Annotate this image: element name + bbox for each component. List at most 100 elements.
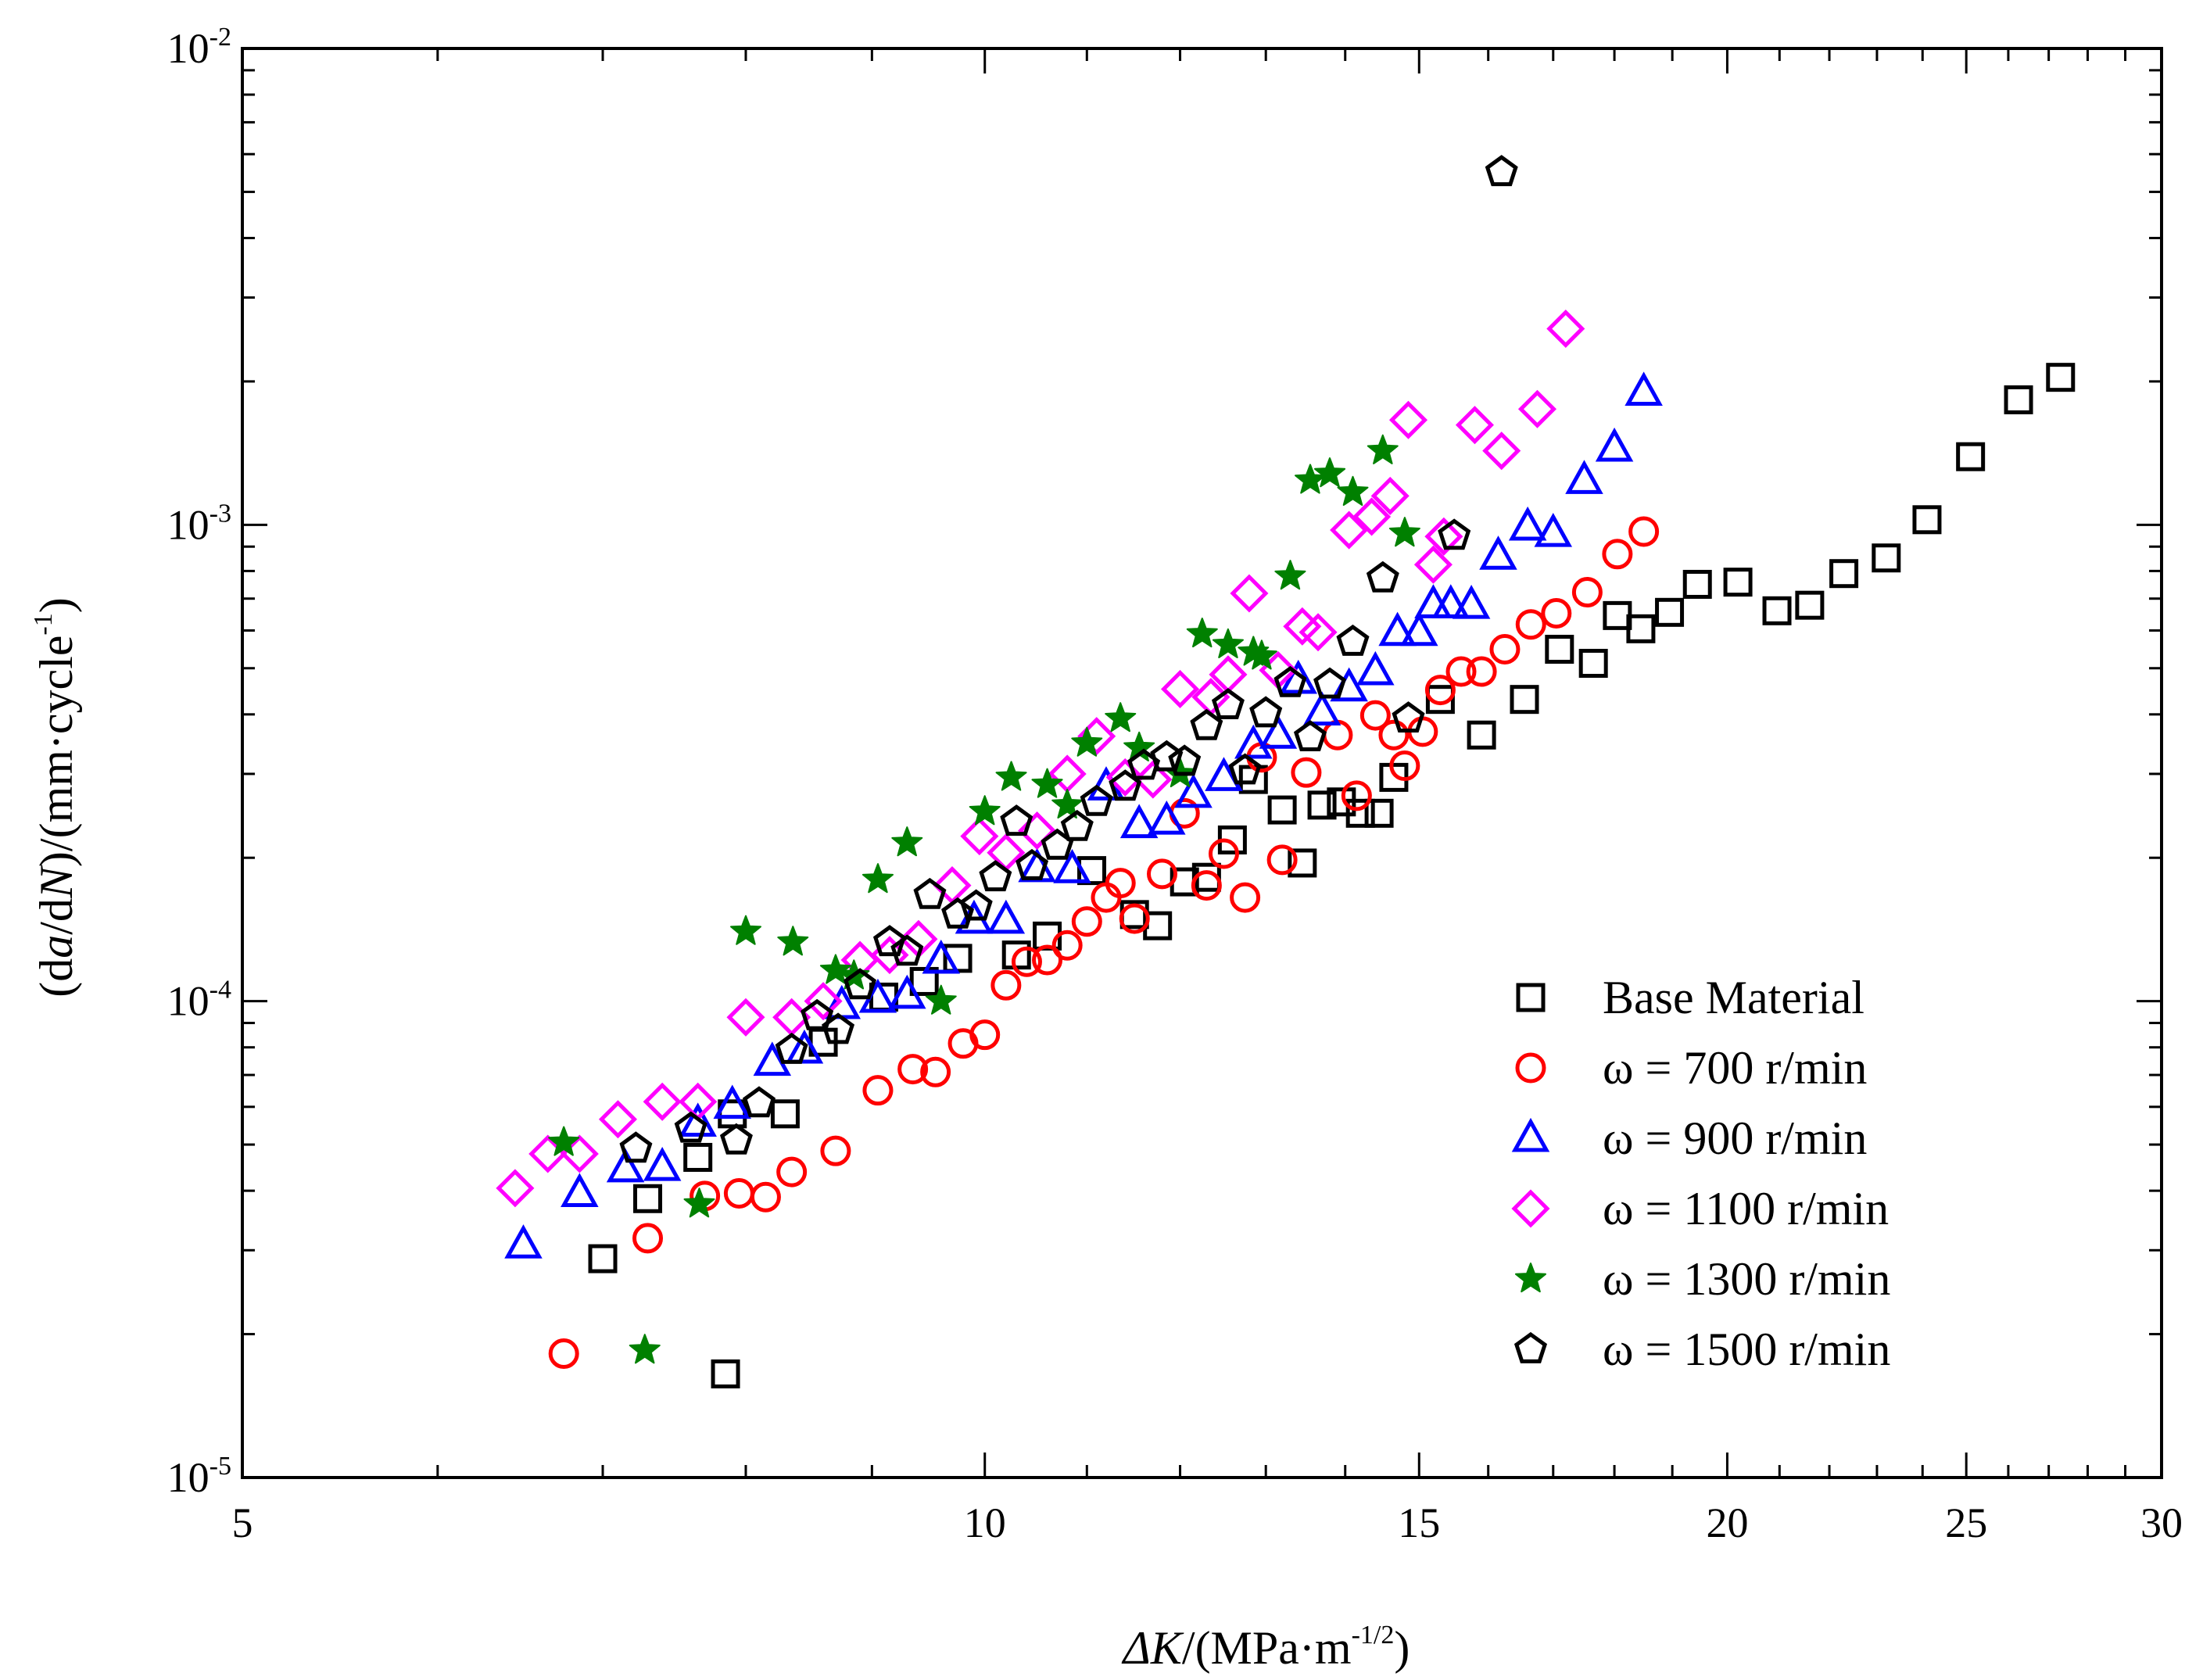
data-point-star [730, 915, 761, 945]
data-point-star [1388, 517, 1420, 547]
data-point-circle [1071, 906, 1102, 937]
y-tick-label: 10-2 [167, 23, 231, 72]
x-axis-title-exponent: -1/2 [1352, 1621, 1395, 1650]
legend-marker-triangle [1511, 1117, 1550, 1152]
data-point-circle [1011, 946, 1042, 977]
data-point-diamond [1352, 497, 1392, 536]
y-tick-label: 10-4 [167, 976, 231, 1025]
data-point-triangle [1565, 460, 1603, 494]
series-triangle [504, 371, 1663, 1259]
legend-label: ω = 900 r/min [1603, 1112, 1867, 1164]
data-point-star [629, 1334, 661, 1364]
data-point-diamond [1482, 432, 1521, 471]
data-point-circle [1291, 757, 1322, 788]
data-point-diamond [1370, 476, 1410, 515]
data-point-triangle [679, 1102, 717, 1137]
x-tick-label: 10 [964, 1499, 1006, 1546]
data-point-pentagon [1000, 804, 1033, 836]
y-tick-label: 10-3 [167, 499, 231, 548]
y-axis-title-a: a [30, 935, 82, 958]
data-point-pentagon [844, 968, 877, 1000]
data-point-star [1274, 560, 1306, 590]
legend-marker-pentagon [1513, 1331, 1548, 1363]
data-point-diamond [496, 1169, 535, 1208]
tick-marks [241, 47, 2163, 1479]
data-point-diamond [1517, 389, 1557, 428]
data-point-square [909, 966, 939, 996]
x-axis-title-close: ) [1394, 1622, 1410, 1674]
data-point-circle [920, 1056, 951, 1087]
data-point-pentagon [1190, 708, 1223, 740]
data-point-pentagon [775, 1032, 808, 1064]
legend-item: ω = 700 r/min [1515, 1042, 1867, 1094]
data-point-diamond [1413, 545, 1453, 584]
data-point-circle [1051, 930, 1083, 961]
data-point-circle [1359, 700, 1391, 731]
data-point-circle [1445, 656, 1477, 687]
legend-item: ω = 1100 r/min [1511, 1183, 1889, 1234]
data-point-square [1829, 559, 1859, 589]
legend-marker-star [1515, 1263, 1546, 1293]
legend-item: ω = 1300 r/min [1515, 1253, 1890, 1305]
data-point-circle [632, 1223, 664, 1254]
data-point-star [969, 795, 1001, 826]
data-point-square [1425, 685, 1455, 715]
legend-item: ω = 900 r/min [1511, 1112, 1867, 1164]
data-point-triangle [753, 1041, 792, 1076]
data-point-star [1212, 628, 1244, 658]
data-point-diamond [643, 1082, 682, 1121]
data-point-square [1626, 614, 1656, 643]
data-point-triangle [1174, 773, 1213, 808]
data-point-pentagon [1016, 848, 1049, 880]
data-point-triangle [1356, 650, 1395, 686]
legend-label: ω = 1500 r/min [1603, 1324, 1890, 1375]
data-point-star [1186, 618, 1218, 648]
legend-label: ω = 1300 r/min [1603, 1253, 1890, 1305]
data-point-circle [750, 1181, 781, 1213]
data-point-star [777, 926, 809, 956]
data-point-star [995, 761, 1027, 791]
data-point-circle [1119, 903, 1150, 934]
data-point-triangle [1119, 804, 1159, 839]
data-point-pentagon [1273, 665, 1307, 697]
data-point-square [2046, 363, 2076, 392]
data-point-diamond [1546, 309, 1585, 349]
data-point-circle [1389, 750, 1420, 782]
data-point-star [1314, 457, 1346, 488]
data-point-pentagon [1211, 688, 1245, 719]
data-point-square [1723, 568, 1753, 597]
data-point-triangle [1624, 371, 1663, 406]
data-point-pentagon [1392, 701, 1425, 733]
legend-marker-square [1516, 983, 1546, 1012]
data-points [496, 155, 2076, 1388]
data-point-square [1345, 798, 1375, 828]
data-point-pentagon [941, 897, 975, 929]
data-point-circle [969, 1019, 1001, 1051]
x-axis-title-unit: /(MPa·m [1182, 1622, 1352, 1674]
data-point-diamond [1105, 758, 1144, 797]
data-point-pentagon [1228, 753, 1262, 785]
data-point-diamond [1424, 517, 1463, 556]
data-point-circle [1105, 868, 1136, 899]
x-tick-labels: 5 10 15 20 25 30 [232, 1499, 2183, 1546]
y-axis-title-unit: )/(mm·cycle [30, 636, 82, 868]
data-point-square [1762, 596, 1792, 625]
data-point-square [1077, 856, 1107, 886]
data-point-triangle [785, 1029, 824, 1064]
legend-item: ω = 1500 r/min [1513, 1324, 1890, 1375]
data-point-square [1545, 635, 1574, 664]
y-tick-base: 10 [167, 25, 210, 72]
data-point-pentagon [1336, 624, 1370, 656]
data-point-circle [1602, 539, 1633, 570]
data-point-pentagon [913, 877, 947, 909]
data-point-pentagon [872, 925, 907, 957]
data-point-square [1364, 798, 1394, 828]
data-point-pentagon [1109, 769, 1142, 801]
x-tick-label: 20 [1706, 1499, 1748, 1546]
y-tick-exponent: -5 [210, 1452, 231, 1481]
legend-label: Base Material [1603, 972, 1864, 1023]
y-axis-title: (da/dN)/(mm·cycle-1) [29, 597, 82, 998]
data-point-pentagon [619, 1131, 653, 1163]
